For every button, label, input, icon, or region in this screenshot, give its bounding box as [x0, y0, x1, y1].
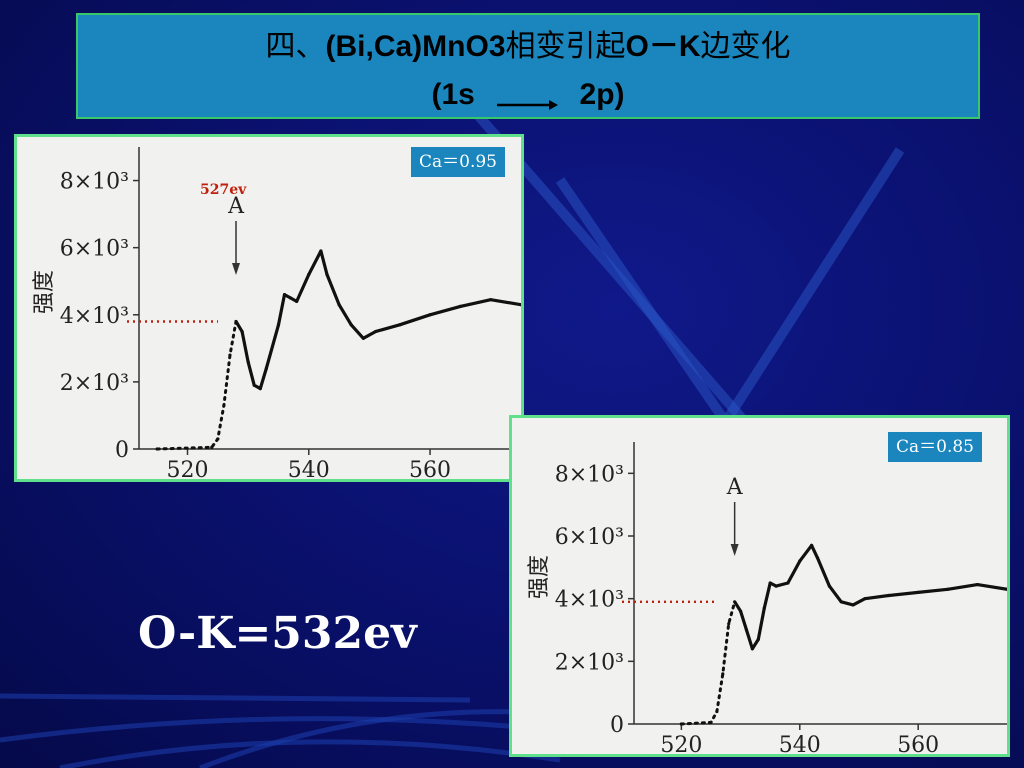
data-point	[756, 637, 760, 641]
spectrum-series-main	[733, 543, 1007, 651]
data-point	[839, 600, 843, 604]
data-point	[738, 609, 743, 613]
y-tick-label: 2×10³	[555, 650, 624, 675]
y-tick-label: 4×10³	[60, 304, 129, 329]
data-point	[679, 722, 683, 726]
data-point	[349, 323, 353, 327]
data-point	[240, 329, 244, 334]
data-point	[815, 556, 820, 560]
data-point	[774, 584, 778, 588]
data-point	[258, 387, 262, 391]
peak-marker-label: A	[227, 194, 245, 219]
data-point	[307, 272, 311, 277]
y-tick-label: 6×10³	[60, 237, 129, 262]
data-point	[721, 672, 725, 676]
data-point	[863, 597, 867, 601]
x-tick-label: 520	[167, 458, 209, 479]
y-tick-label: 2×10³	[60, 371, 129, 396]
title-transition-from: (1s	[431, 78, 475, 111]
peak-marker-label: A	[726, 475, 744, 500]
x-tick-label: 540	[779, 733, 821, 754]
y-axis-title: 强度	[32, 270, 57, 314]
data-point	[519, 303, 521, 307]
data-point	[851, 603, 855, 607]
title-edge: O－K	[625, 30, 701, 63]
ca-label-badge: Ca＝0.85	[888, 432, 982, 462]
title-suffix: 边变化	[700, 29, 791, 64]
ca-label-badge: Ca＝0.95	[411, 147, 505, 177]
y-tick-label: 8×10³	[555, 462, 624, 487]
data-point	[282, 293, 287, 297]
y-tick-label: 0	[115, 438, 129, 463]
data-point	[768, 581, 772, 585]
x-tick-label: 560	[897, 733, 939, 754]
x-tick-label: 540	[288, 458, 330, 479]
data-point	[827, 584, 831, 588]
data-point	[786, 581, 790, 585]
energy-annotation: 527ev	[200, 182, 247, 198]
data-point	[295, 299, 299, 303]
data-point	[264, 366, 268, 371]
spectrum-series-main	[234, 249, 521, 391]
x-tick-label: 520	[660, 733, 702, 754]
right-arrow-icon	[495, 86, 559, 111]
data-point	[489, 298, 493, 302]
data-point	[337, 303, 341, 307]
title-mid: 相变引起	[505, 29, 626, 64]
ok-energy-label: O-K=532ev	[138, 608, 417, 659]
y-tick-label: 4×10³	[555, 588, 624, 613]
title-compound: (Bi,Ca)MnO3	[325, 30, 506, 63]
data-point	[325, 272, 329, 277]
data-point	[975, 582, 979, 587]
data-point	[1005, 587, 1007, 591]
data-point	[319, 249, 323, 253]
data-point	[155, 447, 159, 451]
data-point	[228, 353, 232, 357]
data-point	[946, 587, 950, 591]
data-point	[810, 543, 814, 547]
title-banner: 四、(Bi,Ca)MnO3相变引起O－K边变化 (1s 2p)	[76, 13, 980, 119]
data-point	[762, 606, 766, 610]
data-point	[222, 403, 226, 407]
data-point	[216, 437, 220, 441]
spectrum-chart-ca085: 0 2×10³ 4×10³ 6×10³ 8×10³ 520 540 560 强度 A	[527, 442, 1007, 754]
data-point	[373, 329, 378, 334]
x-tick-label: 560	[409, 458, 451, 479]
data-point	[210, 445, 214, 449]
data-point	[727, 622, 731, 626]
y-tick-label: 6×10³	[555, 525, 624, 550]
data-point	[886, 593, 891, 598]
title-line-1: 四、(Bi,Ca)MnO3相变引起O－K边变化	[78, 29, 978, 65]
spectrum-series-rise	[155, 320, 238, 451]
peak-arrowhead-icon	[232, 263, 241, 275]
data-point	[798, 559, 802, 563]
data-point	[246, 360, 250, 364]
data-point	[709, 720, 713, 725]
data-point	[398, 323, 402, 327]
data-point	[458, 304, 462, 308]
data-point	[744, 628, 749, 632]
data-point	[750, 647, 755, 651]
data-point	[361, 336, 365, 340]
title-transition-to: 2p)	[579, 78, 625, 111]
data-point	[234, 319, 238, 324]
spectrum-panel-ca085: 0 2×10³ 4×10³ 6×10³ 8×10³ 520 540 560 强度 A Ca＝0.8…	[509, 415, 1010, 757]
y-axis-title: 强度	[527, 555, 552, 599]
data-point	[276, 323, 281, 327]
data-point	[715, 709, 719, 714]
title-line-2: (1s 2p)	[78, 77, 978, 113]
y-tick-label: 0	[610, 713, 624, 738]
data-point	[288, 296, 293, 300]
title-prefix: 四、	[265, 29, 326, 64]
spectrum-chart-ca095: 0 2×10³ 4×10³ 6×10³ 8×10³ 520 540 560 强度 A	[32, 147, 521, 479]
data-point	[252, 383, 256, 387]
spectrum-series-rise	[679, 600, 737, 726]
data-point	[916, 590, 920, 594]
y-tick-label: 8×10³	[60, 170, 129, 195]
spectrum-panel-ca095: 0 2×10³ 4×10³ 6×10³ 8×10³ 520 540 560 强度 A Ca＝0.9…	[14, 134, 524, 482]
data-point	[428, 313, 432, 317]
peak-arrowhead-icon	[730, 544, 739, 556]
data-point	[733, 600, 737, 604]
